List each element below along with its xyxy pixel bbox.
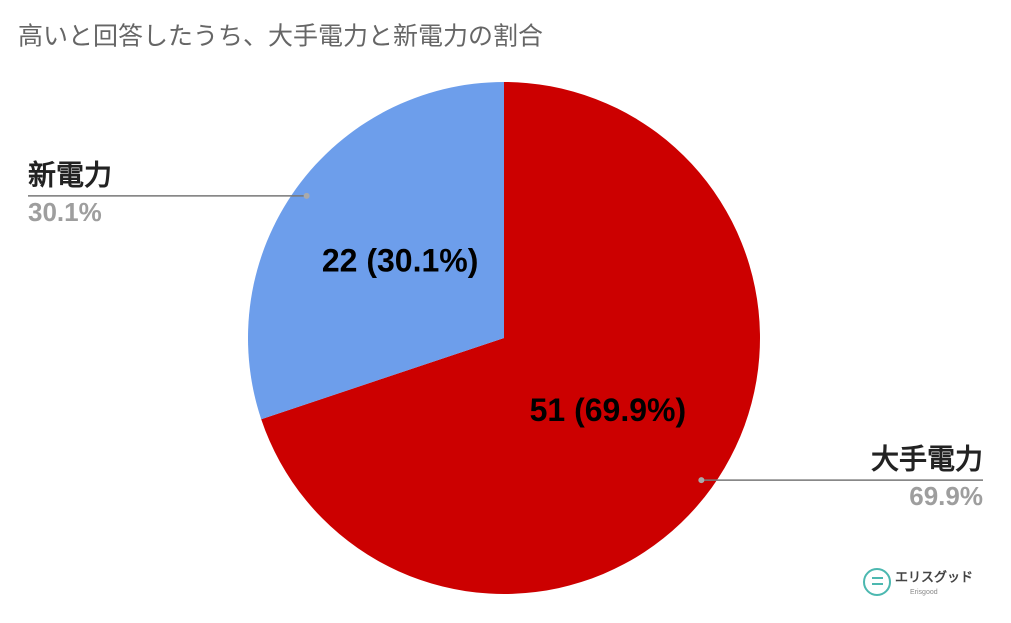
pie-slice	[247, 82, 504, 420]
logo-icon	[863, 568, 891, 596]
leader-dot	[303, 192, 310, 199]
leader-dot	[698, 477, 705, 484]
percent-label: 30.1%	[28, 197, 102, 227]
logo-name: エリスグッド	[895, 569, 973, 584]
value-label: 22 (30.1%)	[322, 243, 479, 279]
legend-label: 大手電力	[871, 443, 983, 474]
value-label: 51 (69.9%)	[530, 392, 687, 428]
pie-slice	[261, 82, 760, 594]
percent-label: 69.9%	[909, 481, 983, 511]
chart-title: 高いと回答したうち、大手電力と新電力の割合	[18, 23, 543, 51]
legend-label: 新電力	[28, 159, 112, 190]
logo-subname: Erisgood	[910, 589, 938, 596]
logo: エリスグッド Erisgood	[863, 568, 973, 596]
